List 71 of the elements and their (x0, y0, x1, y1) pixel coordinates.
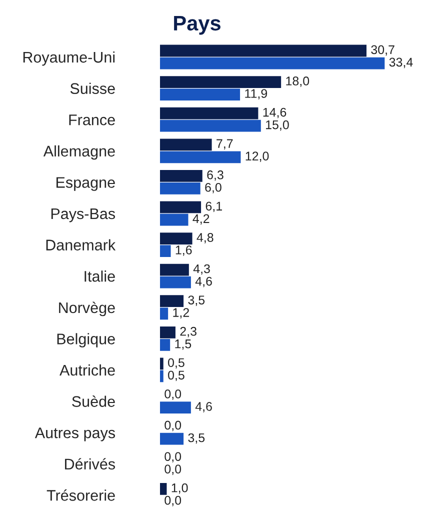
data-label: 6,1 (206, 202, 222, 212)
bar (160, 276, 191, 288)
data-label: 0,0 (164, 496, 182, 506)
y-tick-label: Royaume-Uni (23, 51, 115, 66)
data-label: 1,6 (176, 246, 192, 256)
bar (160, 88, 240, 101)
data-label: 4,6 (195, 276, 212, 288)
y-tick-label: Norvège (59, 302, 115, 316)
data-label: 7,7 (216, 139, 233, 150)
data-label: 1,2 (173, 308, 189, 318)
chart-title: Pays (174, 16, 220, 35)
bar (160, 44, 366, 57)
bar (160, 107, 258, 120)
y-tick-label: Dérivés (65, 458, 116, 470)
data-label: 2,3 (180, 326, 196, 338)
y-tick-label: Suède (72, 396, 115, 407)
data-label: 11,9 (245, 89, 268, 100)
bar (160, 182, 200, 194)
y-tick-label: Suisse (70, 82, 115, 94)
y-tick-label: Italie (84, 270, 115, 282)
data-label: 12,0 (246, 152, 269, 162)
bar (160, 482, 167, 495)
y-tick-label: Trésorerie (46, 489, 115, 501)
data-label: 0,5 (168, 370, 184, 382)
y-tick-label: Danemark (46, 239, 116, 250)
bar (160, 232, 192, 244)
bar (160, 370, 164, 382)
data-label: 0,5 (168, 358, 184, 369)
y-tick-label: Autriche (60, 364, 115, 376)
bar (160, 151, 241, 164)
data-label: 4,8 (196, 233, 214, 244)
bar (160, 326, 176, 338)
bar (160, 245, 171, 257)
y-tick-label: Autres pays (34, 428, 116, 442)
data-label: 18,0 (286, 76, 310, 87)
data-label: 0,0 (164, 464, 182, 475)
data-label: 33,4 (389, 58, 413, 68)
data-label: 1,0 (172, 483, 188, 494)
y-tick-label: Belgique (57, 333, 115, 348)
data-label: 3,5 (188, 296, 205, 306)
bar (160, 57, 385, 70)
data-label: 6,0 (205, 182, 222, 194)
data-label: 14,6 (263, 108, 286, 118)
data-label: 6,3 (207, 170, 224, 181)
bar (160, 170, 202, 182)
bar (160, 338, 170, 351)
y-tick-label: Espagne (56, 177, 115, 191)
data-label: 0,0 (164, 420, 182, 432)
bar (160, 432, 184, 445)
bar (160, 308, 168, 320)
bar (160, 295, 184, 308)
data-label: 4,3 (193, 264, 210, 275)
data-label: 15,0 (266, 120, 289, 131)
bar (160, 138, 212, 151)
y-tick-label: France (69, 114, 115, 126)
data-label: 30,7 (371, 45, 394, 56)
y-tick-label: Allemagne (43, 145, 115, 160)
bar (160, 402, 191, 414)
data-label: 4,2 (192, 214, 210, 225)
y-tick-label: Pays-Bas (51, 208, 116, 222)
data-label: 3,5 (188, 433, 205, 444)
data-label: 1,5 (175, 340, 192, 350)
data-label: 0,0 (164, 452, 182, 462)
bar (160, 120, 261, 132)
bar (160, 358, 164, 370)
data-label: 0,0 (164, 390, 182, 400)
bar (160, 214, 188, 226)
bar (160, 201, 202, 214)
bar (160, 76, 282, 88)
data-label: 4,6 (195, 402, 212, 412)
bar (160, 264, 189, 276)
